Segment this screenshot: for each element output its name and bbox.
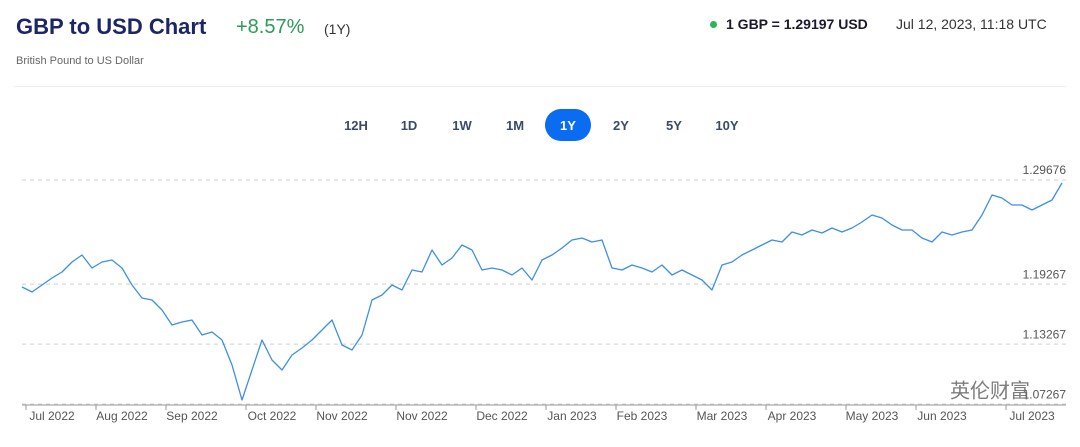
x-tick-label: May 2023 (846, 409, 899, 423)
rate: 1 GBP = 1.29197 USD (726, 16, 868, 32)
x-tick-label: Jan 2023 (547, 409, 597, 423)
change: +8.57% (236, 16, 305, 38)
x-tick-label: Jul 2022 (29, 409, 75, 423)
title: GBP to USD Chart (16, 14, 207, 39)
x-tick-label: Aug 2022 (96, 409, 148, 423)
range-button[interactable]: 1Y (545, 109, 591, 141)
y-tick-label: 1.13267 (1023, 327, 1067, 341)
range-button[interactable]: 12H (344, 117, 368, 133)
range-button[interactable]: 5Y (666, 117, 682, 133)
range-button[interactable]: 2Y (613, 117, 629, 133)
price-line (21, 182, 1063, 401)
watermark: 英伦财富 (950, 379, 1030, 402)
live-dot (710, 21, 717, 28)
y-tick-label: 1.19267 (1023, 267, 1067, 281)
range-button[interactable]: 1M (505, 117, 525, 133)
y-tick-label: 1.29676 (1023, 163, 1067, 177)
subtitle: British Pound to US Dollar (16, 55, 144, 67)
x-tick-label: Mar 2023 (697, 409, 748, 423)
range-button[interactable]: 10Y (715, 117, 739, 133)
card (14, 86, 1066, 447)
timestamp: Jul 12, 2023, 11:18 UTC (896, 16, 1047, 32)
x-tick-label: Nov 2022 (396, 409, 448, 423)
range-button[interactable]: 1D (400, 117, 418, 133)
y-tick-label: 1.07267 (1023, 387, 1067, 401)
x-tick-label: Sep 2022 (166, 409, 218, 423)
x-tick-label: Apr 2023 (768, 409, 817, 423)
period: (1Y) (324, 21, 351, 37)
x-tick-label: Dec 2022 (476, 409, 528, 423)
x-tick-label: Nov 2022 (316, 409, 368, 423)
x-tick-label: Jun 2023 (917, 409, 967, 423)
range-selector: 12H 1D 1W 1M 1Y 2Y 5Y 10Y (333, 109, 750, 141)
x-tick-label: Oct 2022 (248, 409, 297, 423)
x-tick-label: Jul 2023 (1009, 409, 1055, 423)
x-tick-label: Feb 2023 (617, 409, 668, 423)
range-button[interactable]: 1W (452, 117, 472, 133)
